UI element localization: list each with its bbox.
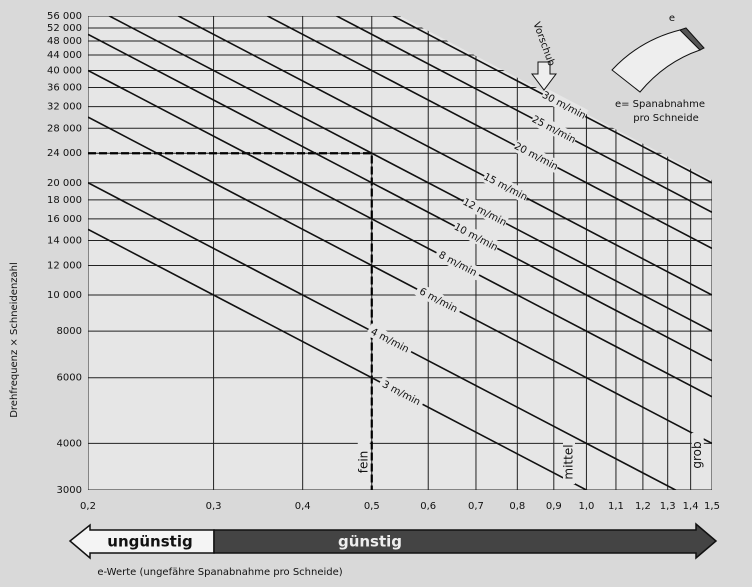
y-tick-label: 20 000 bbox=[47, 178, 82, 189]
x-tick-label: 0,7 bbox=[468, 501, 484, 512]
y-tick-label: 48 000 bbox=[47, 36, 82, 47]
label-backdrop bbox=[481, 169, 530, 204]
x-tick-label: 1,5 bbox=[704, 501, 720, 512]
label-backdrop bbox=[460, 194, 510, 229]
y-tick-label: 40 000 bbox=[47, 65, 82, 76]
label-backdrop bbox=[365, 323, 415, 358]
feed-arrow bbox=[531, 61, 557, 91]
y-tick-label: 10 000 bbox=[47, 290, 82, 301]
y-tick-label: 14 000 bbox=[47, 236, 82, 247]
x-tick-label: 1,1 bbox=[608, 501, 624, 512]
y-tick-label: 28 000 bbox=[47, 123, 82, 134]
y-tick-label: 52 000 bbox=[47, 23, 82, 34]
y-tick-label: 56 000 bbox=[47, 11, 82, 22]
y-tick-label: 18 000 bbox=[47, 195, 82, 206]
e-legend: e= Spanabnahme bbox=[615, 99, 705, 110]
y-tick-label: 12 000 bbox=[47, 260, 82, 271]
x-tick-label: 0,9 bbox=[546, 501, 562, 512]
y-tick-label: 4000 bbox=[57, 438, 82, 449]
e-symbol: e bbox=[669, 13, 675, 24]
e-legend: pro Schneide bbox=[633, 113, 699, 124]
x-tick-label: 0,5 bbox=[364, 501, 380, 512]
feed-line bbox=[88, 116, 712, 445]
label-backdrop bbox=[539, 88, 589, 122]
unfavorable-label: ungünstig bbox=[107, 533, 192, 551]
label-backdrop bbox=[562, 440, 575, 484]
x-tick-label: 0,2 bbox=[80, 501, 96, 512]
y-axis-label: Drehfrequenz × Schneidenzahl bbox=[9, 262, 20, 418]
x-tick-label: 1,0 bbox=[578, 501, 594, 512]
label-backdrop bbox=[451, 219, 501, 254]
x-tick-label: 0,3 bbox=[206, 501, 222, 512]
label-backdrop bbox=[377, 375, 426, 410]
y-tick-label: 44 000 bbox=[47, 50, 82, 61]
x-tick-label: 0,8 bbox=[509, 501, 525, 512]
label-backdrop bbox=[433, 246, 483, 281]
label-backdrop bbox=[691, 433, 704, 477]
x-tick-label: 1,2 bbox=[635, 501, 651, 512]
favorable-arrow bbox=[213, 522, 718, 560]
grade-label: grob bbox=[690, 441, 704, 468]
label-backdrop bbox=[529, 112, 579, 146]
grade-label: fein bbox=[356, 451, 370, 474]
y-tick-label: 16 000 bbox=[47, 214, 82, 225]
y-tick-label: 8000 bbox=[57, 326, 82, 337]
feed-line bbox=[88, 69, 712, 398]
y-tick-label: 36 000 bbox=[47, 83, 82, 94]
x-axis-label: e-Werte (ungefähre Spanabnahme pro Schne… bbox=[97, 567, 342, 578]
x-tick-label: 0,4 bbox=[295, 501, 311, 512]
label-backdrop bbox=[512, 139, 561, 173]
label-backdrop bbox=[357, 440, 370, 484]
x-tick-label: 1,3 bbox=[660, 501, 676, 512]
feed-line bbox=[88, 16, 712, 296]
x-tick-label: 1,4 bbox=[683, 501, 699, 512]
grade-label: mittel bbox=[561, 444, 575, 479]
y-tick-label: 32 000 bbox=[47, 102, 82, 113]
y-tick-label: 24 000 bbox=[47, 148, 82, 159]
y-tick-label: 6000 bbox=[57, 373, 82, 384]
x-tick-label: 0,6 bbox=[420, 501, 436, 512]
feed-line bbox=[88, 16, 712, 213]
favorable-label: günstig bbox=[338, 533, 402, 551]
label-backdrop bbox=[414, 282, 463, 317]
feed-line bbox=[88, 16, 712, 332]
feed-line bbox=[88, 16, 712, 250]
feed-line bbox=[88, 16, 712, 184]
feed-line bbox=[88, 33, 712, 362]
cutter-edge bbox=[679, 27, 705, 51]
y-tick-label: 3000 bbox=[57, 485, 82, 496]
